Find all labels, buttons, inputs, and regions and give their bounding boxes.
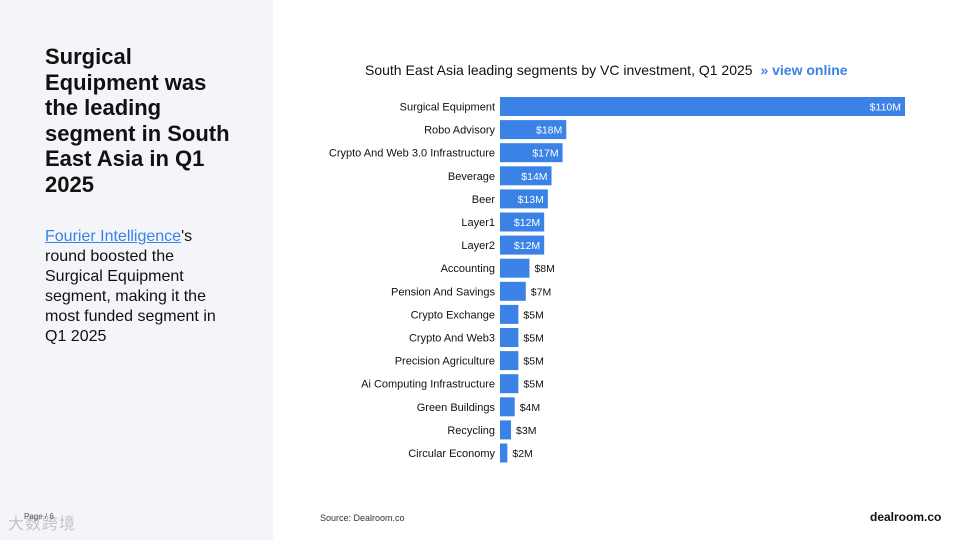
bar — [500, 235, 545, 255]
value-label: $5M — [523, 333, 543, 345]
bar — [500, 212, 545, 232]
category-label: Beverage — [448, 171, 495, 183]
category-label: Recycling — [447, 425, 495, 437]
category-label: Accounting — [441, 263, 495, 275]
left-panel: Surgical Equipment was the leading segme… — [0, 0, 273, 540]
bar — [500, 443, 508, 463]
category-label: Crypto Exchange — [411, 309, 495, 321]
value-label: $3M — [516, 425, 536, 437]
bar — [500, 281, 526, 301]
category-label: Pension And Savings — [391, 286, 495, 298]
value-label: $17M — [532, 148, 558, 160]
value-label: $14M — [521, 171, 547, 183]
slide-headline: Surgical Equipment was the leading segme… — [45, 44, 230, 197]
page-number: Page / 6 — [24, 512, 54, 521]
source-note: Source: Dealroom.co — [320, 513, 405, 523]
category-label: Ai Computing Infrastructure — [361, 379, 495, 391]
bar — [500, 143, 563, 163]
bar — [500, 397, 515, 417]
category-label: Robo Advisory — [424, 125, 495, 137]
bar — [500, 120, 567, 140]
category-label: Layer1 — [461, 217, 495, 229]
brand-logo: dealroom.co — [870, 510, 942, 524]
category-label: Crypto And Web3 — [409, 333, 495, 345]
value-label: $12M — [514, 240, 540, 252]
value-label: $12M — [514, 217, 540, 229]
watermark-logo: 大数跨境 — [8, 516, 77, 533]
bar — [500, 189, 548, 209]
bar — [500, 351, 519, 371]
bar — [500, 420, 512, 440]
view-online-link[interactable]: » view online — [760, 62, 848, 78]
bar — [500, 97, 905, 116]
bar — [500, 304, 519, 324]
chart-title: South East Asia leading segments by VC i… — [365, 62, 848, 78]
value-label: $18M — [536, 125, 562, 137]
category-label: Crypto And Web 3.0 Infrastructure — [329, 148, 495, 160]
slide-body: Fourier Intelligence's round boosted the… — [45, 227, 235, 347]
value-label: $5M — [523, 379, 543, 391]
value-label: $13M — [518, 194, 544, 206]
value-label: $5M — [523, 309, 543, 321]
value-label: $110M — [870, 102, 901, 114]
bar-chart: Surgical Equipment $110M Robo Advisory $18M… — [329, 97, 905, 463]
value-label: $7M — [531, 286, 551, 298]
value-label: $5M — [523, 356, 543, 368]
bar — [500, 166, 552, 186]
category-label: Layer2 — [461, 240, 495, 252]
category-label: Green Buildings — [417, 402, 496, 414]
company-link[interactable]: Fourier Intelligence — [45, 228, 182, 245]
category-label: Circular Economy — [408, 448, 495, 460]
value-label: $2M — [512, 448, 532, 460]
category-label: Precision Agriculture — [395, 356, 495, 368]
bar — [500, 374, 519, 394]
bar — [500, 328, 519, 347]
value-label: $4M — [520, 402, 540, 414]
chart-title-text: South East Asia leading segments by VC i… — [365, 62, 753, 78]
category-label: Surgical Equipment — [400, 102, 495, 114]
bar — [500, 258, 530, 278]
slide-body-text: 's round boosted the Surgical Equipment … — [45, 228, 216, 345]
category-label: Beer — [472, 194, 496, 206]
value-label: $8M — [534, 263, 554, 275]
